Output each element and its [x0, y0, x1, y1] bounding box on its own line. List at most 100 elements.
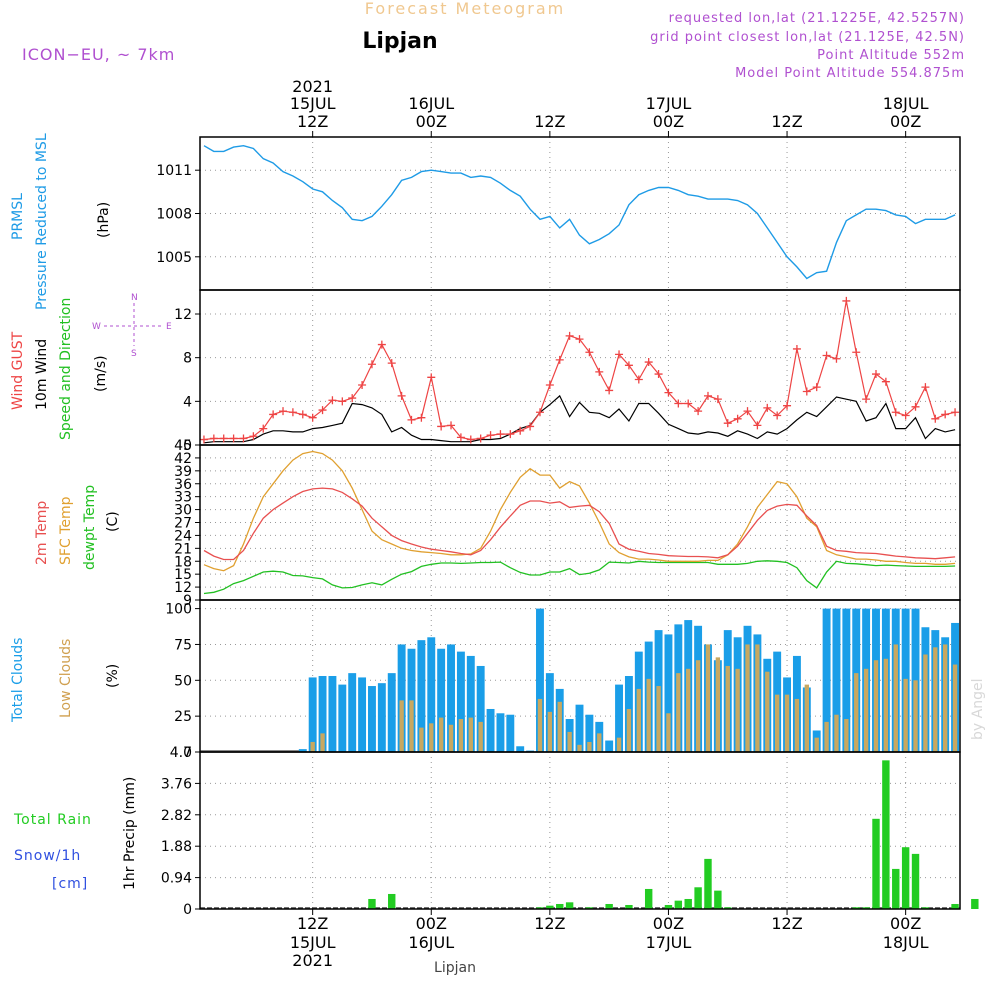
rain-bar: [625, 904, 633, 909]
gust-marker: [199, 435, 208, 444]
total-rain-label: Total Rain: [13, 812, 92, 828]
y-tick-label: 42: [174, 451, 192, 467]
total-cloud-bar: [298, 749, 307, 752]
gust-marker: [684, 399, 693, 408]
gust-marker: [377, 340, 386, 349]
low-cloud-bar: [794, 698, 800, 752]
panel-frame: [199, 289, 961, 446]
rain-bar: [901, 847, 910, 909]
gust-marker: [466, 435, 475, 444]
gust-marker: [555, 355, 564, 364]
low-cloud-bar: [636, 688, 641, 752]
gust-marker: [634, 375, 643, 384]
total-cloud-bar: [585, 714, 594, 752]
rain-bar: [911, 853, 920, 909]
rain-bar: [694, 887, 702, 909]
grid-point-coords: grid point closest lon,lat (21.125E, 42.…: [650, 30, 965, 45]
y-tick-label: 0: [183, 745, 192, 761]
gust-marker: [931, 414, 940, 423]
rain-bar: [921, 907, 930, 909]
total-cloud-bar: [407, 648, 416, 752]
total-clouds-label: Total Clouds: [10, 638, 26, 723]
gust-marker: [545, 380, 554, 389]
rain-bar: [892, 868, 900, 909]
y-tick-label: 18: [174, 554, 192, 570]
cloud-unit-label: (%): [105, 664, 121, 688]
total-cloud-bar: [348, 673, 357, 752]
gust-marker: [506, 430, 515, 439]
wind-side-labels: Wind GUST 10m Wind Speed and Direction (…: [10, 298, 109, 440]
gust-marker: [437, 422, 446, 431]
gust-marker: [328, 396, 337, 405]
total-cloud-bar: [397, 644, 406, 752]
dewpt-label: dewpt Temp: [82, 485, 98, 570]
low-cloud-bar: [765, 671, 770, 752]
time-bottom-hour: 12Z: [771, 914, 802, 933]
gust-marker: [753, 421, 762, 430]
pressure-unit-label: (hPa): [96, 202, 112, 238]
gust-marker: [348, 394, 357, 403]
low-cloud-bar: [468, 717, 473, 752]
total-cloud-bar: [476, 665, 485, 752]
total-cloud-bar: [506, 714, 515, 752]
gust-line: [203, 300, 956, 441]
gust-marker: [911, 402, 920, 411]
gust-marker: [763, 403, 772, 412]
rain-bar: [536, 907, 544, 909]
footer-location: Lipjan: [434, 960, 476, 976]
temp2m-label: 2m Temp: [34, 501, 50, 565]
wind-compass: N W E S: [92, 293, 172, 359]
low-cloud-bar: [913, 680, 918, 752]
wind-10m-label: 10m Wind: [34, 339, 50, 410]
speed-direction-label: Speed and Direction: [58, 298, 74, 440]
time-bottom-hour: 00Z: [653, 914, 684, 933]
low-cloud-bar: [409, 700, 414, 752]
y-tick-label: 30: [174, 503, 192, 519]
gust-marker: [486, 431, 495, 440]
gust-marker: [298, 410, 307, 419]
precip-side-labels: Total Rain Snow/1h [cm] 1hr Precip (mm): [13, 777, 138, 892]
low-cloud-bar: [774, 694, 780, 752]
point-altitude: Point Altitude 552m: [817, 48, 965, 63]
gust-marker: [615, 350, 624, 359]
rain-bar: [872, 818, 880, 909]
gust-marker: [605, 386, 614, 395]
low-cloud-bar: [933, 647, 938, 752]
low-cloud-bar: [448, 724, 454, 752]
total-cloud-bar: [358, 677, 367, 752]
time-top-date: 18JUL: [883, 94, 929, 113]
y-tick-label: 33: [174, 490, 192, 506]
total-cloud-bar: [664, 634, 673, 752]
y-tick-label: 2.82: [161, 808, 192, 824]
low-cloud-bar: [557, 701, 562, 752]
compass-w: W: [92, 322, 101, 332]
time-bottom-date: 18JUL: [883, 933, 929, 952]
total-cloud-bar: [318, 676, 327, 752]
clouds-panel: 0 25 50 75 100: [165, 599, 961, 761]
gust-marker: [456, 433, 465, 442]
top-title: Forecast Meteogram: [365, 0, 565, 18]
pressure-side-labels: PRMSL Pressure Reduced to MSL (hPa): [10, 133, 112, 310]
low-cloud-bar: [626, 708, 632, 752]
gust-marker: [496, 430, 505, 439]
time-bottom-hour: 12Z: [534, 914, 565, 933]
low-cloud-bar: [666, 713, 671, 752]
total-cloud-bar: [496, 713, 505, 752]
gust-marker: [674, 399, 683, 408]
sfc-temp-label: SFC Temp: [58, 496, 74, 565]
gust-marker: [703, 391, 712, 400]
total-cloud-bar: [437, 648, 446, 752]
time-bottom-hour: 12Z: [297, 914, 328, 933]
low-cloud-bar: [854, 673, 859, 752]
low-cloud-bar: [943, 644, 948, 752]
gust-marker: [447, 421, 456, 430]
gust-marker: [526, 422, 535, 431]
low-cloud-bar: [804, 684, 809, 752]
pressure-line: [203, 144, 956, 280]
low-cloud-bar: [567, 731, 572, 752]
total-cloud-bar: [832, 608, 841, 752]
gust-marker: [891, 408, 900, 417]
